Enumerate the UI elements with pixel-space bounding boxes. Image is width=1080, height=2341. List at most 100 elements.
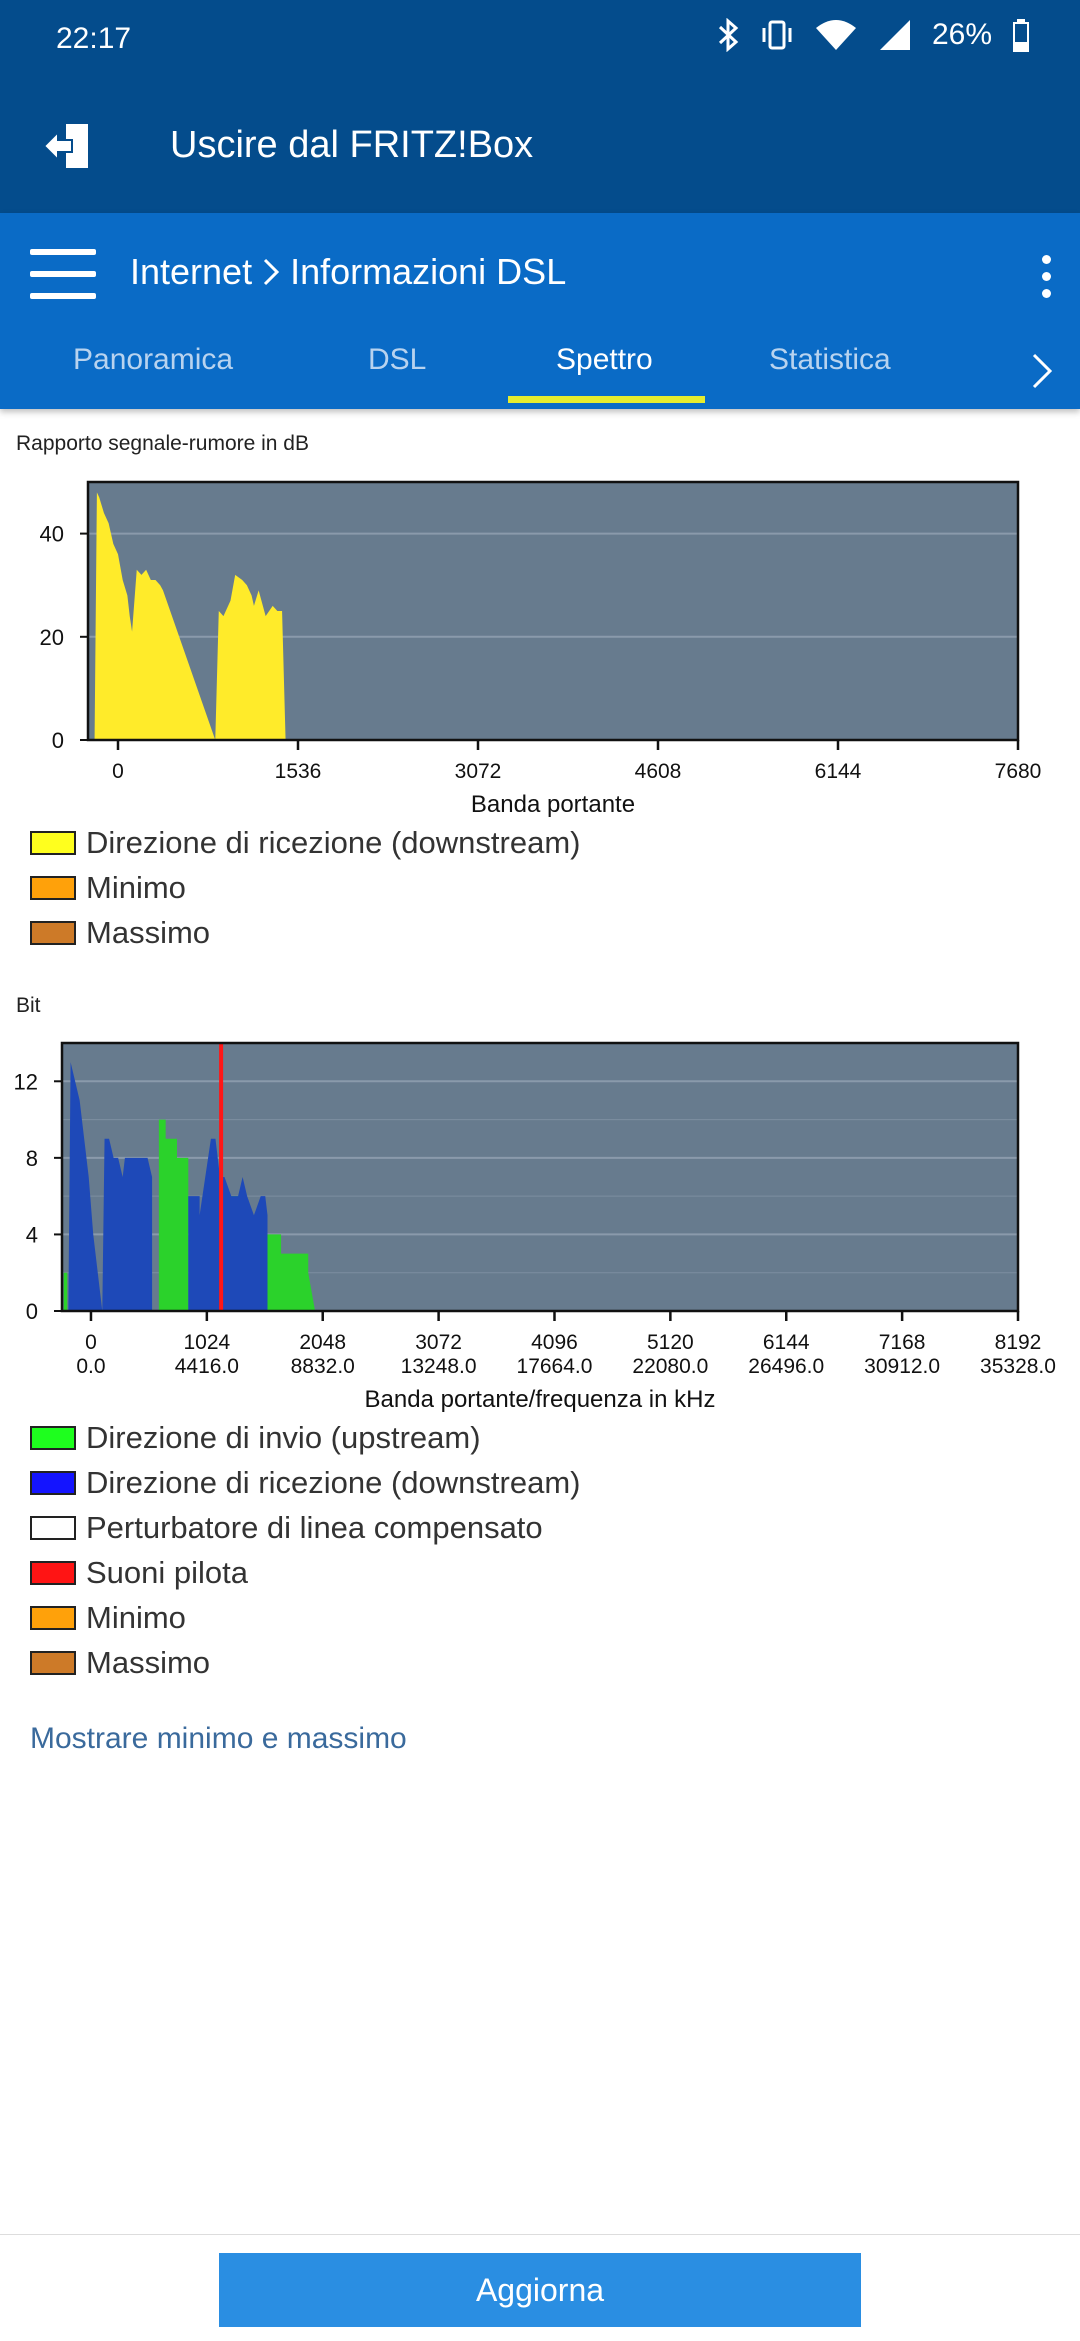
chart1-legend: Direzione di ricezione (downstream) Mini… <box>30 820 580 955</box>
x-tick-label: 3072 <box>455 760 502 783</box>
status-icons: 26% <box>716 18 1030 52</box>
x-tick-label: 7680 <box>995 760 1042 783</box>
tab-spettro[interactable]: Spettro <box>556 343 653 376</box>
battery-icon <box>1013 19 1029 52</box>
x-tick-label: 5120 <box>647 1331 694 1354</box>
y-tick-label: 40 <box>40 522 64 547</box>
legend-swatch <box>30 1425 76 1450</box>
y-tick-label: 20 <box>40 625 64 650</box>
chart2-title: Bit <box>16 994 41 1017</box>
tab-bar: Panoramica DSL Spettro Statistica <box>0 343 1080 409</box>
logout-icon[interactable] <box>42 120 94 172</box>
more-options-icon[interactable] <box>1042 255 1052 306</box>
chevron-right-icon <box>264 258 280 286</box>
x-tick-label: 0 <box>85 1331 97 1354</box>
legend-item: Direzione di ricezione (downstream) <box>30 820 580 865</box>
y-tick-label: 0 <box>26 1299 38 1324</box>
logout-title[interactable]: Uscire dal FRITZ!Box <box>170 124 534 166</box>
app-header: Uscire dal FRITZ!Box <box>0 80 1080 213</box>
legend-label: Massimo <box>86 914 211 950</box>
bit-chart: 0481200.010244416.020488832.0307213248.0… <box>14 1041 1056 1413</box>
plot-frame <box>60 1041 1020 1313</box>
tab-panoramica[interactable]: Panoramica <box>73 343 234 376</box>
legend-item: Minimo <box>30 865 580 910</box>
breadcrumb: Internet Informazioni DSL <box>130 251 566 293</box>
series-area-0 <box>63 1272 68 1311</box>
snr-chart: 0 20 40 0 1536 3072 4608 6144 7680 Banda portante <box>40 480 1042 818</box>
legend-label: Minimo <box>86 1599 186 1635</box>
chevron-right-icon[interactable] <box>1026 351 1056 391</box>
legend-swatch <box>30 1470 76 1495</box>
x-tick-khz-label: 22080.0 <box>632 1355 708 1378</box>
x-tick-khz-label: 4416.0 <box>175 1355 239 1378</box>
y-tick-label: 4 <box>26 1222 38 1247</box>
legend-item: Minimo <box>30 1595 580 1640</box>
signal-icon <box>879 20 910 50</box>
x-tick-khz-label: 8832.0 <box>291 1355 355 1378</box>
legend-item: Suoni pilota <box>30 1550 580 1595</box>
status-time: 22:17 <box>56 22 132 55</box>
x-tick-label: 0 <box>112 760 124 783</box>
legend-swatch <box>30 1650 76 1675</box>
x-tick-khz-label: 35328.0 <box>980 1355 1056 1378</box>
legend-swatch <box>30 1515 76 1540</box>
y-tick-label: 8 <box>26 1146 38 1171</box>
battery-percent: 26% <box>931 18 992 51</box>
x-axis-label: Banda portante/frequenza in kHz <box>365 1386 716 1413</box>
legend-swatch <box>30 1560 76 1585</box>
x-axis-label: Banda portante <box>471 791 635 818</box>
legend-swatch <box>30 920 76 945</box>
x-tick-label: 1024 <box>183 1331 230 1354</box>
legend-item: Direzione di ricezione (downstream) <box>30 1460 580 1505</box>
chart1-title: Rapporto segnale-rumore in dB <box>16 432 309 455</box>
x-tick-khz-label: 17664.0 <box>517 1355 593 1378</box>
legend-swatch <box>30 1605 76 1630</box>
tab-dsl[interactable]: DSL <box>368 343 427 376</box>
y-tick-label: 0 <box>52 728 64 753</box>
refresh-button[interactable]: Aggiorna <box>219 2253 861 2327</box>
series-area-1 <box>68 1062 153 1311</box>
plot-frame <box>86 480 1020 742</box>
show-min-max-link[interactable]: Mostrare minimo e massimo <box>30 1722 407 1755</box>
legend-label: Perturbatore di linea compensato <box>86 1509 543 1545</box>
tab-statistica[interactable]: Statistica <box>769 343 891 376</box>
menu-icon[interactable] <box>30 249 96 299</box>
x-tick-label: 2048 <box>299 1331 346 1354</box>
legend-label: Direzione di ricezione (downstream) <box>86 1464 581 1500</box>
y-tick-label: 12 <box>14 1069 38 1094</box>
series-area-1 <box>188 1138 268 1311</box>
legend-label: Direzione di ricezione (downstream) <box>86 824 581 860</box>
breadcrumb-internet[interactable]: Internet <box>130 251 253 292</box>
legend-item: Direzione di invio (upstream) <box>30 1415 580 1460</box>
legend-item: Massimo <box>30 1640 580 1685</box>
x-tick-khz-label: 30912.0 <box>864 1355 940 1378</box>
legend-swatch <box>30 875 76 900</box>
x-tick-label: 7168 <box>879 1331 926 1354</box>
x-tick-label: 8192 <box>995 1331 1042 1354</box>
legend-item: Perturbatore di linea compensato <box>30 1505 580 1550</box>
x-tick-khz-label: 26496.0 <box>748 1355 824 1378</box>
chart2-legend: Direzione di invio (upstream) Direzione … <box>30 1415 580 1685</box>
legend-label: Direzione di invio (upstream) <box>86 1419 481 1455</box>
wifi-icon <box>815 20 856 50</box>
breadcrumb-dsl-info: Informazioni DSL <box>290 251 567 292</box>
x-tick-label: 3072 <box>415 1331 462 1354</box>
legend-label: Minimo <box>86 869 186 905</box>
x-tick-label: 6144 <box>815 760 862 783</box>
legend-swatch <box>30 830 76 855</box>
active-tab-indicator <box>508 396 705 403</box>
x-tick-khz-label: 0.0 <box>76 1355 105 1378</box>
bluetooth-icon <box>718 18 739 52</box>
x-tick-label: 4608 <box>635 760 682 783</box>
bottom-bar: Aggiorna <box>0 2234 1080 2341</box>
x-tick-label: 1536 <box>275 760 322 783</box>
series-area-0 <box>158 1119 189 1311</box>
series-area-0 <box>94 492 286 740</box>
vibrate-icon <box>762 20 792 50</box>
x-tick-label: 6144 <box>763 1331 810 1354</box>
legend-label: Massimo <box>86 1644 211 1680</box>
x-tick-khz-label: 13248.0 <box>401 1355 477 1378</box>
nav-bar: Internet Informazioni DSL Panoramica DSL… <box>0 213 1080 409</box>
legend-label: Suoni pilota <box>86 1554 249 1590</box>
x-tick-label: 4096 <box>531 1331 578 1354</box>
